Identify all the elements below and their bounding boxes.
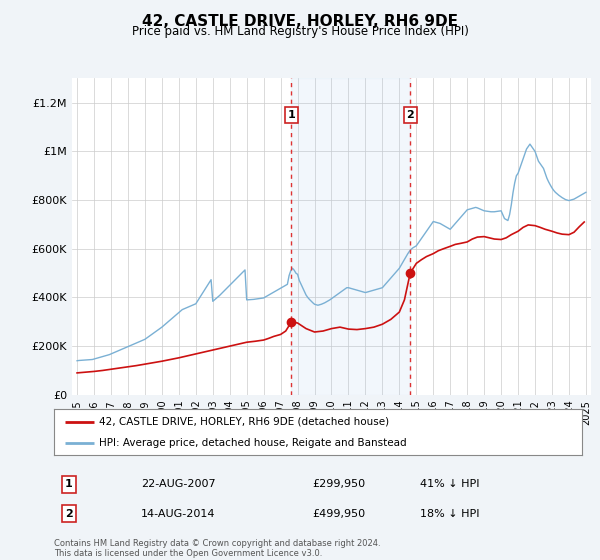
Text: 1: 1 xyxy=(287,110,295,120)
Text: £499,950: £499,950 xyxy=(312,508,365,519)
Text: HPI: Average price, detached house, Reigate and Banstead: HPI: Average price, detached house, Reig… xyxy=(99,438,407,448)
Text: Price paid vs. HM Land Registry's House Price Index (HPI): Price paid vs. HM Land Registry's House … xyxy=(131,25,469,38)
Text: 18% ↓ HPI: 18% ↓ HPI xyxy=(420,508,479,519)
Text: 41% ↓ HPI: 41% ↓ HPI xyxy=(420,479,479,489)
Bar xyxy=(292,78,410,395)
Text: £299,950: £299,950 xyxy=(312,479,365,489)
Text: 42, CASTLE DRIVE, HORLEY, RH6 9DE: 42, CASTLE DRIVE, HORLEY, RH6 9DE xyxy=(142,14,458,29)
Text: 14-AUG-2014: 14-AUG-2014 xyxy=(141,508,215,519)
Text: 2: 2 xyxy=(406,110,414,120)
Text: 42, CASTLE DRIVE, HORLEY, RH6 9DE (detached house): 42, CASTLE DRIVE, HORLEY, RH6 9DE (detac… xyxy=(99,417,389,427)
Text: 22-AUG-2007: 22-AUG-2007 xyxy=(141,479,215,489)
Text: Contains HM Land Registry data © Crown copyright and database right 2024.
This d: Contains HM Land Registry data © Crown c… xyxy=(54,539,380,558)
Text: 2: 2 xyxy=(65,508,73,519)
Text: 1: 1 xyxy=(65,479,73,489)
